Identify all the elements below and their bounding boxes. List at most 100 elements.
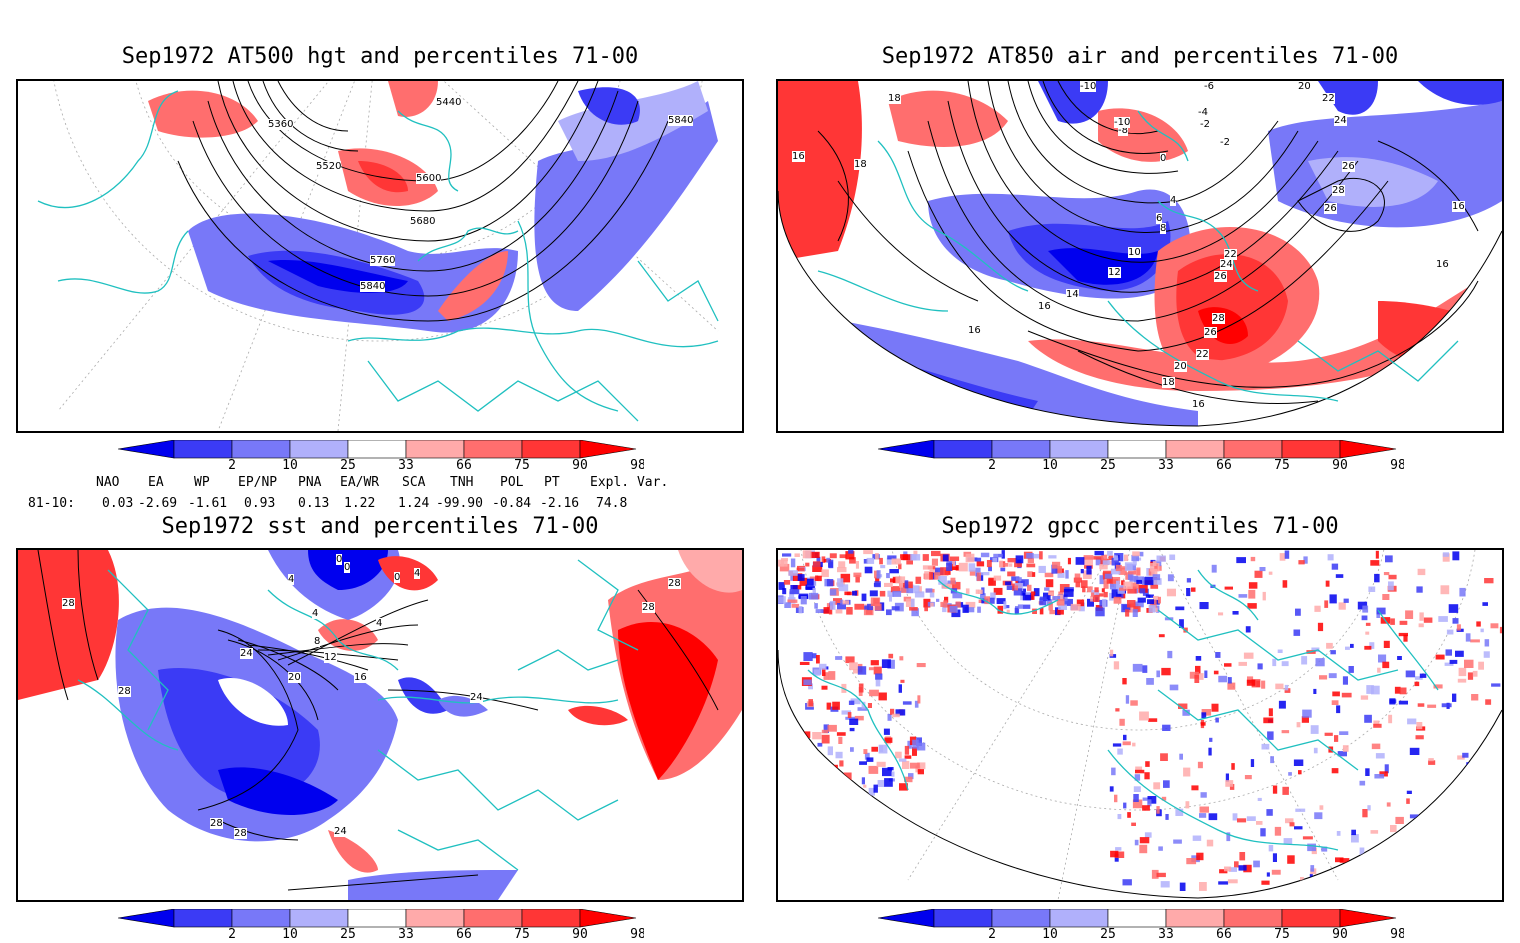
precip-cell [1494,773,1498,782]
precip-cell [878,780,885,787]
precip-cell [1150,585,1158,589]
precip-cell [854,604,864,610]
contour-label: 26 [1214,271,1227,282]
precip-cell [827,579,833,586]
precip-cell [1501,821,1503,829]
precip-cell [1167,651,1172,658]
precip-cell [1351,834,1359,842]
precip-cell [899,656,903,660]
precip-cell [1187,578,1191,582]
precip-cell [1128,571,1136,575]
precip-cell [1215,652,1220,658]
precip-cell [1340,858,1350,863]
precip-cell [1307,844,1316,852]
precip-cell [1384,572,1389,575]
precip-cell [1123,582,1132,589]
precip-cell [1325,733,1333,736]
precip-cell [832,702,840,710]
precip-cell [1212,704,1219,712]
precip-cell [1270,756,1274,763]
colorbar-tick-label: 10 [1042,927,1058,939]
precip-cell [863,749,867,754]
precip-cell [1048,592,1053,595]
precip-cell [1071,604,1081,611]
precip-cell [1388,581,1394,590]
colorbar-segment [406,440,464,458]
contour-label: -2 [1220,137,1230,148]
precip-cell [959,563,968,572]
precip-cell [1026,564,1035,568]
precip-cell [830,589,837,595]
index-value-epnp: 0.93 [244,496,275,511]
precip-cell [1032,572,1035,577]
precip-cell [1314,878,1321,884]
precip-cell [828,779,835,787]
precip-cell [835,656,842,660]
precip-cell [1424,618,1433,623]
contour-label: 10 [1128,247,1141,258]
precip-cell [1103,560,1110,565]
index-value-sca: 1.24 [398,496,429,511]
precip-cell [849,701,854,705]
precip-cell [1382,594,1389,600]
contour-label: 5600 [416,173,441,184]
precip-cell [1311,725,1319,734]
precip-cell [824,774,832,779]
precip-cell [1227,683,1235,690]
precip-cell [1225,587,1233,590]
precip-cell [1455,862,1462,866]
panel-title-sst: Sep1972 sst and percentiles 71-00 [16,514,744,539]
precip-cell [836,609,843,613]
contour-label: 8 [1160,223,1166,234]
contour-label: 5360 [268,119,293,130]
precip-cell [1245,775,1252,779]
map-panel-air: 18 16 18 -10 -8 -10 -6 -4 -2 0 -2 4 6 8 … [776,79,1504,433]
precip-cell [1343,676,1348,684]
precip-cell [1246,626,1251,632]
precip-cell [1434,808,1441,814]
precip-cell [1330,594,1337,603]
precip-cell [1339,731,1348,735]
precip-cell [1156,671,1160,678]
precip-cell [1224,867,1231,872]
precip-cell [932,559,938,566]
contour-label: 24 [1220,259,1233,270]
precip-cell [1364,646,1371,650]
precip-cell [1457,624,1461,630]
colorbar-segment [992,440,1050,458]
precip-cell [1091,593,1094,597]
index-value-ea: -2.69 [138,496,177,511]
precip-cell [1283,580,1288,588]
precip-cell [814,669,820,675]
colorbar-tick-label: 33 [1158,927,1174,939]
precip-cell [1256,681,1260,687]
contour-label: 26 [1204,327,1217,338]
precip-cell [1373,866,1379,869]
precip-cell [1218,612,1223,615]
precip-cell [880,591,886,597]
precip-cell [1251,557,1256,561]
contour-label: 0 [394,572,400,583]
contour-label: 26 [1342,161,1355,172]
precip-cell [795,553,800,557]
colorbar-segment [348,440,406,458]
precip-cell [966,588,970,594]
precip-cell [1039,566,1046,573]
precip-cell [856,561,859,569]
precip-cell [1365,632,1369,635]
precip-cell [1145,761,1150,767]
precip-cell [1371,686,1380,695]
colorbar-arrow-low [118,909,174,927]
precip-cell [884,778,893,787]
precip-cell [1326,581,1330,587]
precip-cell [1263,592,1266,601]
precip-cell [1161,668,1170,675]
precip-cell [1007,572,1015,577]
precip-cell [1239,594,1248,598]
precip-cell [1168,574,1174,581]
precip-cell [1405,610,1413,619]
precip-cell [1158,597,1161,604]
precip-cell [936,599,939,602]
